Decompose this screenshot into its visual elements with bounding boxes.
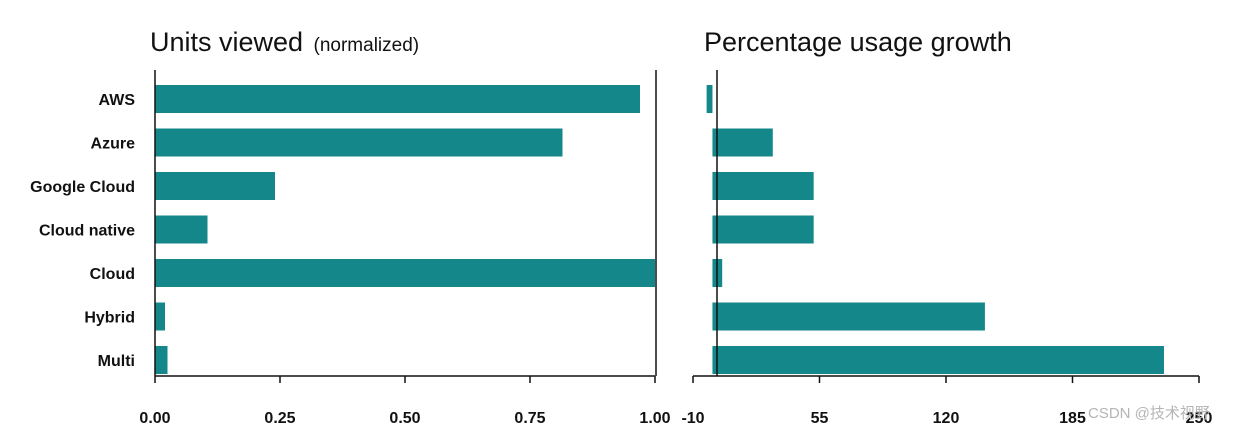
category-label-hybrid: Hybrid <box>84 310 135 327</box>
category-label-aws: AWS <box>99 92 136 109</box>
category-label-cloud-native: Cloud native <box>39 223 135 240</box>
left-bar-multi <box>155 346 168 374</box>
category-label-cloud: Cloud <box>90 266 135 283</box>
category-label-google-cloud: Google Cloud <box>30 179 135 196</box>
left-bar-azure <box>155 128 563 157</box>
left-x-tick-label: 0.00 <box>139 410 170 427</box>
right-bar-google-cloud <box>712 172 814 200</box>
left-bar-aws <box>155 85 640 113</box>
right-bar-multi <box>712 346 1164 374</box>
category-label-multi: Multi <box>98 353 135 370</box>
right-x-tick-label: 120 <box>933 410 960 427</box>
right-bar-azure <box>712 128 773 157</box>
left-bar-hybrid <box>155 302 165 331</box>
right-bar-aws <box>706 85 713 113</box>
left-chart-panel: AWS Azure Google Cloud Cloud native Cloud Hyb… <box>30 70 671 427</box>
left-bar-google-cloud <box>155 172 275 200</box>
left-x-tick-label: 1.00 <box>639 410 670 427</box>
left-bar-cloud-native <box>155 215 208 244</box>
left-x-tick-label: 0.75 <box>514 410 545 427</box>
left-chart-title-main: Units viewed <box>150 27 303 57</box>
right-x-tick-label: -10 <box>681 410 704 427</box>
right-x-tick-label: 185 <box>1059 410 1086 427</box>
category-label-azure: Azure <box>91 136 136 153</box>
left-bar-cloud <box>155 259 655 287</box>
left-x-tick-label: 0.25 <box>264 410 295 427</box>
right-chart-title: Percentage usage growth <box>704 27 1012 57</box>
left-chart-title-subtitle: (normalized) <box>314 35 420 56</box>
left-chart-title: Units viewed (normalized) <box>150 27 419 57</box>
right-x-tick-label: 250 <box>1186 410 1213 427</box>
right-bar-hybrid <box>712 302 985 331</box>
right-bar-cloud-native <box>712 215 814 244</box>
right-x-tick-label: 55 <box>811 410 829 427</box>
watermark-text: CSDN @技术视野 <box>1088 405 1210 422</box>
right-chart-panel: -10 55 120 185 250 <box>681 70 1212 427</box>
left-x-tick-label: 0.50 <box>389 410 420 427</box>
